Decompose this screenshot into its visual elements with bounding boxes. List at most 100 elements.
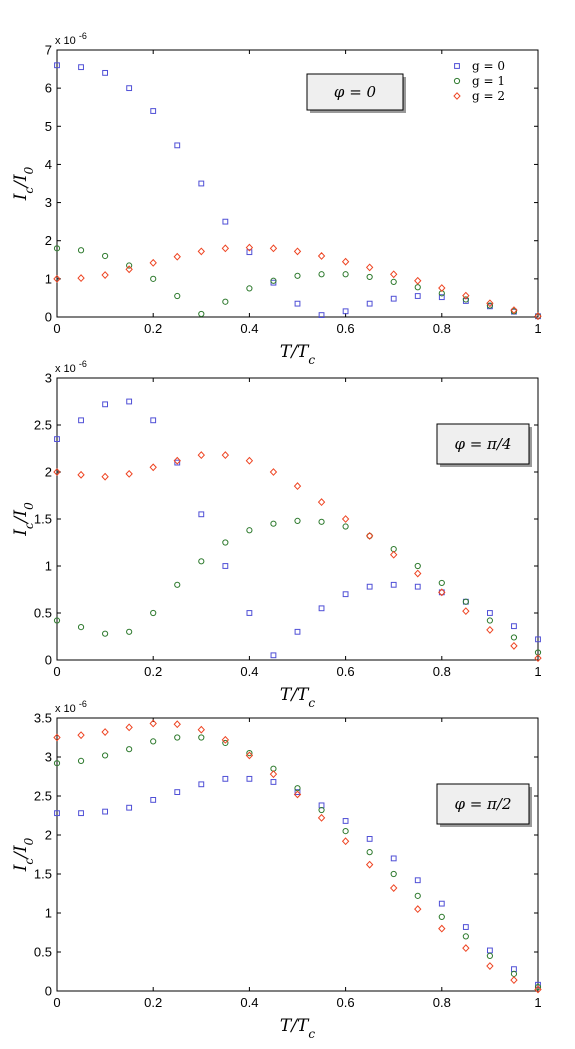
y-tick-label: 1.5 (34, 512, 52, 527)
data-point (246, 527, 253, 534)
data-point (222, 739, 229, 747)
data-point (246, 775, 253, 782)
legend: g = 0g = 1g = 2 (453, 59, 505, 103)
data-point (318, 605, 325, 612)
data-point (294, 789, 301, 796)
legend-marker (453, 92, 461, 100)
data-point (390, 550, 398, 559)
data-point (462, 291, 470, 300)
y-multiplier: x 10 -6 (55, 699, 87, 715)
annotation-box (436, 783, 530, 825)
data-point (126, 628, 133, 635)
axes-frame (56, 717, 539, 992)
data-point (294, 628, 301, 635)
data-point (294, 300, 301, 307)
y-tick-label: 0 (45, 310, 52, 325)
data-point (486, 952, 493, 960)
data-point (173, 252, 181, 261)
data-point (414, 905, 422, 914)
data-point (53, 760, 61, 767)
data-point (511, 623, 517, 630)
data-point (486, 625, 494, 634)
panel-2: 0 0.2 0.4 0.6 0.8 1 0 0.5 1 1.5 2 2.5 3x 10 -6 T/Tc Ic… (11, 359, 542, 710)
y-tick-label: 5 (45, 119, 52, 134)
y-tick-label: 1 (45, 271, 52, 286)
data-point (102, 401, 108, 408)
data-point (341, 515, 350, 523)
data-point (390, 278, 397, 286)
data-point (222, 298, 229, 305)
data-point (366, 273, 373, 281)
data-point (390, 884, 398, 892)
x-tick-label: 1 (534, 995, 541, 1010)
data-point (222, 563, 229, 569)
data-point (414, 569, 422, 578)
x-tick-label: 0.2 (144, 321, 162, 336)
data-point (318, 806, 325, 814)
legend-label: g = 2 (472, 89, 505, 103)
data-point (197, 725, 205, 734)
data-point (126, 804, 133, 811)
data-point (53, 274, 61, 283)
data-point (390, 581, 397, 588)
data-point (366, 300, 373, 307)
data-point (174, 734, 181, 741)
data-point (245, 751, 254, 760)
data-point (150, 738, 157, 745)
data-point (198, 734, 205, 741)
data-point (438, 900, 445, 907)
data-point (126, 398, 133, 405)
data-point (269, 244, 278, 253)
y-axis-label: Ic/I0 (11, 166, 36, 201)
x-tick-label: 0.2 (144, 995, 162, 1010)
data-point (366, 583, 373, 590)
data-point (534, 654, 542, 663)
data-point (342, 271, 349, 278)
y-tick-label: 2 (45, 828, 52, 843)
data-point (462, 933, 469, 940)
series-g1 (53, 734, 542, 991)
data-point (150, 417, 157, 424)
data-point (174, 459, 181, 466)
phi-annotation: φ = 0 (334, 83, 377, 101)
data-point (102, 630, 109, 637)
data-point (101, 271, 109, 279)
data-point (438, 294, 445, 301)
data-point (101, 728, 109, 736)
data-point (342, 591, 349, 598)
data-point (535, 981, 541, 988)
data-point (149, 258, 157, 267)
data-point (222, 539, 229, 546)
data-point (102, 808, 108, 815)
data-point (221, 735, 230, 744)
y-tick-label: 0.5 (34, 945, 52, 960)
data-point (317, 498, 326, 507)
x-tick-label: 1 (534, 664, 541, 679)
x-tick-label: 0.2 (144, 664, 162, 679)
data-point (77, 731, 85, 740)
data-point (342, 308, 349, 315)
data-point (438, 284, 446, 292)
data-point (270, 277, 277, 284)
data-point (198, 781, 205, 788)
series-g2 (53, 451, 542, 663)
data-point (54, 810, 60, 817)
series-g0 (54, 398, 541, 659)
data-point (270, 520, 277, 527)
data-point (197, 451, 205, 460)
y-axis-label: Ic/I0 (11, 837, 36, 872)
legend-marker (453, 77, 461, 85)
panel-1: 0 0.2 0.4 0.6 0.8 1 0 1 2 3 4 5 6 7x 10 -6 T/Tc Ic/I0 φ … (11, 31, 542, 367)
data-point (341, 837, 350, 846)
data-point (462, 607, 470, 616)
x-tick-label: 0.4 (240, 321, 258, 336)
data-point (125, 469, 133, 478)
data-point (390, 870, 397, 878)
data-point (78, 64, 84, 71)
data-point (102, 252, 109, 260)
data-point (174, 789, 181, 796)
data-point (294, 272, 301, 279)
data-point (365, 860, 374, 869)
x-tick-label: 0.6 (337, 664, 355, 679)
data-point (269, 468, 278, 476)
